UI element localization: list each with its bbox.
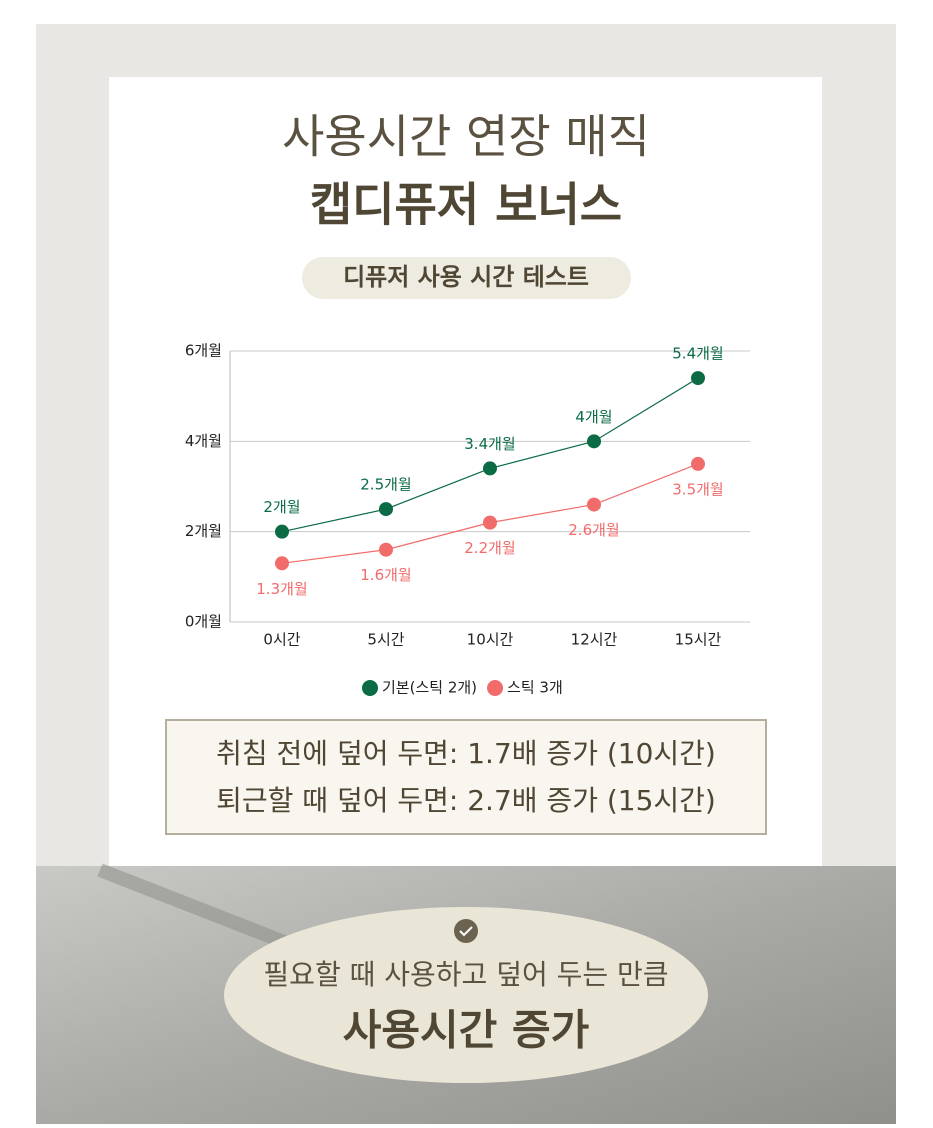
data-point: [483, 515, 497, 530]
chart: 0개월 2개월 4개월 6개월 0시간 5시간 10시간 12시간 15시간 2개월 2.5개월 3.…: [185, 342, 750, 697]
data-point: [691, 371, 705, 386]
footer-subtitle: 필요할 때 사용하고 덮어 두는 만큼: [263, 958, 668, 991]
y-tick-label: 6개월: [185, 342, 222, 360]
data-label: 2개월: [263, 498, 300, 516]
data-point: [379, 502, 393, 517]
y-tick-label: 2개월: [185, 522, 222, 540]
data-label: 1.6개월: [360, 566, 411, 584]
check-mark: [459, 926, 473, 937]
legend-label: 스틱 3개: [507, 679, 563, 697]
info-line: 취침 전에 덮어 두면: 1.7배 증가 (10시간): [216, 737, 716, 770]
footer-ellipse: [224, 907, 708, 1083]
data-label: 4개월: [575, 408, 612, 426]
data-point: [587, 434, 601, 449]
data-label: 2.5개월: [360, 476, 411, 494]
title-line2: 캡디퓨저 보너스: [310, 178, 622, 232]
info-box: [165, 719, 767, 835]
title-line1: 사용시간 연장 매직: [282, 110, 650, 164]
data-point: [483, 461, 497, 476]
badge: 디퓨저 사용 시간 테스트: [343, 263, 589, 291]
y-tick-label: 0개월: [185, 613, 222, 631]
data-label: 3.5개월: [672, 480, 723, 498]
data-point: [691, 456, 705, 471]
y-tick-label: 4개월: [185, 432, 222, 450]
badge-bg: [302, 257, 631, 299]
data-label: 3.4개월: [464, 435, 515, 453]
legend-marker: [362, 680, 378, 696]
x-tick-label: 5시간: [367, 631, 404, 649]
info-line: 퇴근할 때 덮어 두면: 2.7배 증가 (15시간): [216, 784, 716, 817]
data-label: 1.3개월: [256, 580, 307, 598]
data-label: 2.6개월: [568, 521, 619, 539]
x-tick-label: 15시간: [675, 631, 722, 649]
check-icon: [454, 919, 478, 943]
x-tick-label: 10시간: [467, 631, 514, 649]
legend-label: 기본(스틱 2개): [382, 679, 477, 697]
data-label: 5.4개월: [672, 345, 723, 363]
data-point: [275, 556, 289, 571]
x-tick-label: 0시간: [263, 631, 300, 649]
data-label: 2.2개월: [464, 539, 515, 557]
data-point: [275, 524, 289, 539]
data-point: [379, 542, 393, 557]
x-tick-label: 12시간: [571, 631, 618, 649]
legend-marker: [487, 680, 504, 696]
footer-title: 사용시간 증가: [343, 1006, 589, 1055]
data-point: [587, 497, 601, 512]
